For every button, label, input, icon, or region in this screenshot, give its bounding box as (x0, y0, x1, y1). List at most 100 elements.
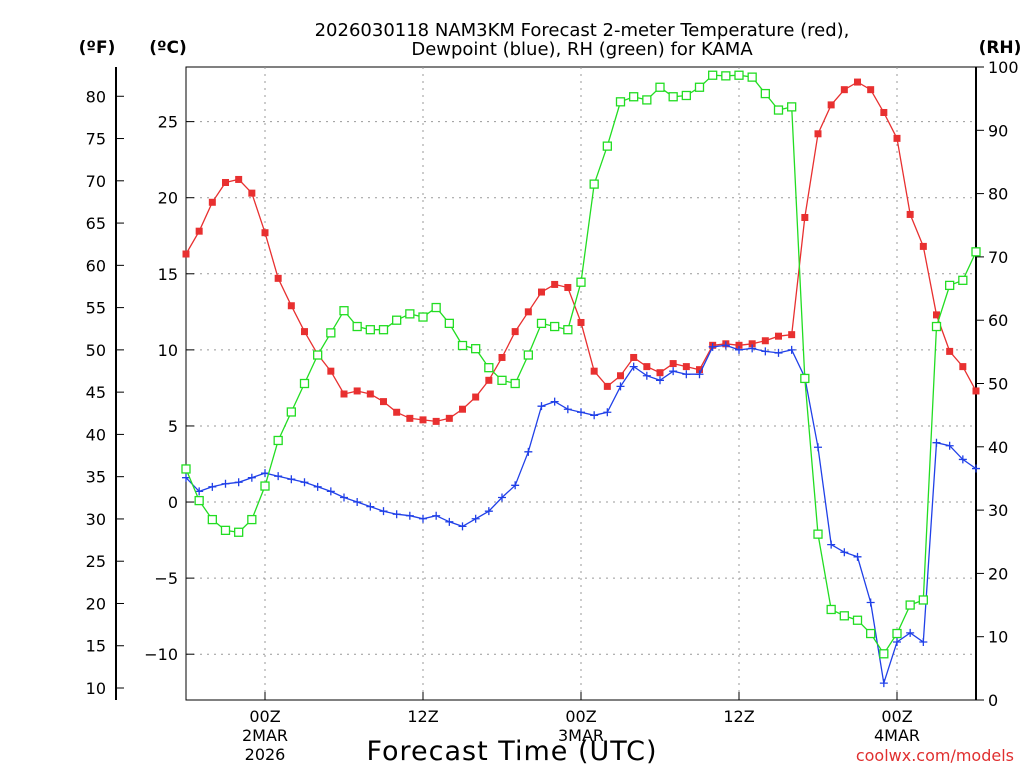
celsius-tick-label: 5 (168, 417, 178, 436)
dewpoint-point (721, 341, 730, 350)
temperature-point (327, 367, 335, 375)
rh-point (681, 90, 691, 101)
rh-tick-label: 70 (988, 248, 1008, 267)
rh-point (721, 71, 731, 81)
rh-tick-label: 0 (988, 691, 998, 710)
dewpoint-point (326, 487, 335, 496)
temperature-point (301, 328, 308, 336)
temperature-point (551, 280, 559, 288)
temperature-point (814, 130, 822, 138)
x-tick-label: 12Z (407, 707, 438, 726)
dewpoint-point (919, 638, 928, 647)
x-tick-date: 4MAR (874, 726, 920, 745)
rh-point (734, 70, 744, 80)
fahrenheit-tick-label: 55 (86, 299, 106, 318)
dewpoint-point (774, 348, 783, 357)
temperature-point (511, 328, 519, 336)
temperature-point (906, 210, 914, 218)
fahrenheit-tick-label: 80 (86, 87, 106, 106)
x-tick-date: 2MAR (242, 726, 288, 745)
temperature-point (617, 372, 624, 380)
fahrenheit-tick-label: 40 (86, 425, 106, 444)
temperature-point (366, 390, 374, 398)
rh-point (405, 309, 415, 319)
temperature-point (406, 414, 414, 422)
dewpoint-line (185, 344, 977, 684)
dewpoint-point (787, 345, 796, 354)
dewpoint-point (656, 376, 664, 385)
fahrenheit-tick-label: 70 (86, 172, 106, 191)
dewpoint-point (550, 397, 559, 406)
rh-point (497, 375, 507, 385)
temperature-point (419, 416, 427, 424)
dewpoint-point (814, 443, 822, 452)
rh-point (471, 344, 481, 354)
temperature-point (696, 366, 703, 374)
temperature-point (498, 353, 506, 361)
rh-point (879, 649, 889, 659)
rh-point (931, 321, 942, 332)
dewpoint-point (695, 370, 704, 379)
x-tick-label: 00Z (881, 707, 912, 726)
temperature-point (972, 387, 980, 395)
temperature-point (274, 274, 282, 282)
dewpoint-point (366, 502, 375, 511)
fahrenheit-tick-label: 50 (86, 341, 106, 360)
dewpoint-point (458, 522, 467, 531)
dewpoint-point (603, 408, 612, 417)
dewpoint-point (682, 370, 691, 379)
fahrenheit-tick-label: 75 (86, 130, 106, 149)
rh-point (313, 350, 323, 360)
rh-point (181, 464, 191, 474)
rh-point (484, 363, 494, 373)
fahrenheit-tick-label: 35 (86, 468, 106, 487)
dewpoint-point (353, 498, 362, 507)
temperature-point (459, 405, 466, 413)
rh-point (747, 72, 757, 82)
rh-point (655, 82, 665, 92)
dewpoint-point (893, 638, 901, 647)
rh-point (589, 179, 599, 189)
temperature-point (880, 108, 888, 116)
rh-point (326, 328, 336, 338)
dewpoint-point (563, 405, 572, 414)
temperature-point (867, 86, 875, 94)
temperature-point (445, 414, 453, 422)
x-tick-label: 12Z (723, 707, 754, 726)
rh-point (431, 302, 441, 313)
rh-point (813, 529, 823, 539)
dewpoint-point (274, 472, 283, 481)
temperature-point (340, 390, 348, 398)
temperature-point (222, 178, 229, 186)
temperature-point (854, 78, 861, 86)
rh-point (708, 70, 718, 80)
dewpoint-point (432, 511, 441, 520)
dewpoint-point (419, 514, 427, 523)
rh-point (550, 321, 560, 332)
celsius-units-label: (ºC) (149, 38, 187, 58)
temperature-point (524, 308, 532, 316)
temperature-point (485, 376, 493, 384)
celsius-tick-label: 20 (158, 189, 178, 208)
rh-tick-label: 10 (988, 628, 1008, 647)
dewpoint-point (340, 493, 348, 502)
dewpoint-point (972, 464, 980, 473)
dewpoint-point (537, 402, 546, 411)
dewpoint-point (708, 342, 717, 351)
temperature-point (669, 360, 677, 368)
temperature-point (933, 311, 940, 319)
rh-tick-label: 60 (988, 311, 1008, 330)
dewpoint-point (669, 367, 678, 376)
celsius-tick-label: −5 (154, 569, 178, 588)
temperature-point (946, 347, 954, 355)
rh-point (220, 525, 231, 536)
temperature-point (538, 288, 545, 296)
rh-point (760, 88, 770, 99)
temperature-point (208, 198, 216, 206)
rh-point (892, 628, 902, 639)
dewpoint-point (761, 347, 770, 356)
dewpoint-point (392, 510, 401, 519)
credit-watermark: coolwx.com/models (856, 746, 1014, 765)
rh-point (826, 604, 836, 615)
